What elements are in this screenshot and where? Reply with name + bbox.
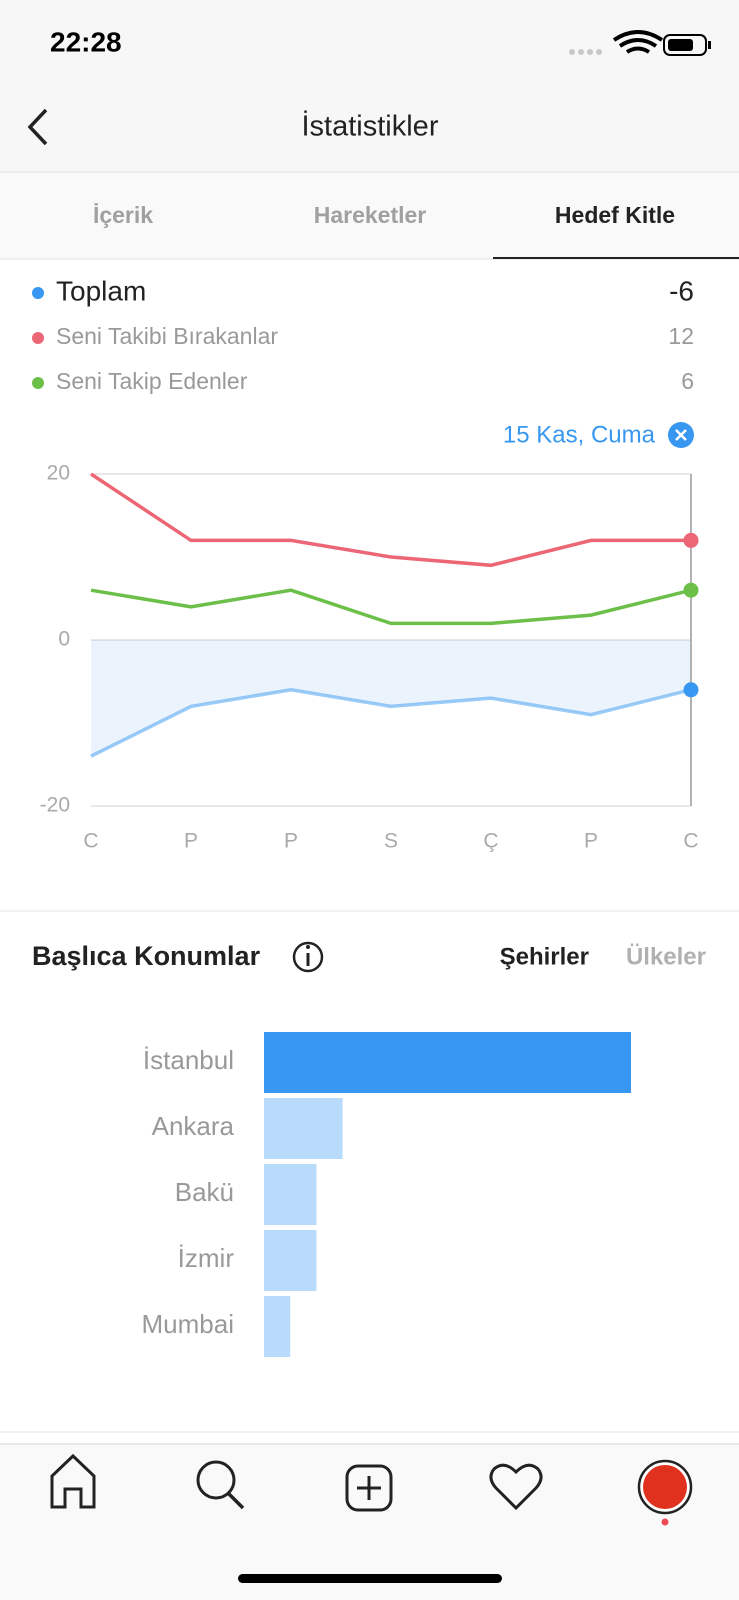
x-tick-label: P: [284, 830, 298, 853]
bar-label: İstanbul: [143, 1045, 234, 1075]
bar: [264, 1230, 317, 1291]
tab[interactable]: İçerik: [93, 202, 153, 228]
wifi-icon: [612, 30, 664, 54]
signal-icon: [569, 49, 602, 55]
legend-dot: [32, 377, 44, 389]
section-title: Başlıca Konumlar: [32, 941, 261, 971]
selected-point: [683, 582, 699, 598]
legend-dot: [32, 287, 44, 299]
back-button[interactable]: [27, 108, 48, 146]
series-line: [90, 588, 692, 626]
status-time: 22:28: [50, 26, 122, 57]
series-line: [90, 472, 691, 568]
home-indicator: [238, 1574, 502, 1583]
legend-label: Toplam: [56, 275, 146, 306]
bar-label: Mumbai: [142, 1309, 234, 1339]
battery-icon: [663, 34, 711, 56]
legend-label: Seni Takibi Bırakanlar: [56, 323, 278, 349]
legend-value: 12: [668, 323, 694, 349]
bar-label: Bakü: [175, 1177, 234, 1207]
y-tick-label: -20: [40, 794, 70, 817]
legend-value: 6: [681, 368, 694, 394]
legend-dot: [32, 332, 44, 344]
bar: [264, 1164, 317, 1225]
activity-icon[interactable]: [489, 1463, 543, 1511]
top-bar: [0, 0, 739, 172]
legend-value: -6: [669, 275, 694, 306]
clear-icon: [675, 429, 687, 441]
selected-point: [683, 682, 699, 698]
x-tick-label: C: [83, 830, 98, 853]
bar-label: İzmir: [178, 1243, 235, 1273]
tab[interactable]: Hareketler: [314, 202, 427, 228]
bar: [264, 1098, 343, 1159]
header-title: İstatistikler: [302, 110, 439, 143]
area: [91, 640, 691, 757]
y-tick-label: 20: [47, 462, 70, 485]
y-tick-label: 0: [58, 628, 70, 651]
home-icon[interactable]: [50, 1453, 96, 1509]
location-tab[interactable]: Şehirler: [500, 943, 589, 970]
legend-label: Seni Takip Edenler: [56, 368, 248, 394]
series-line: [90, 688, 692, 758]
x-tick-label: Ç: [483, 830, 498, 853]
x-tick-label: C: [683, 830, 698, 853]
x-tick-label: S: [384, 830, 398, 853]
tab-bar: [0, 173, 739, 259]
search-icon[interactable]: [196, 1460, 245, 1510]
selected-point: [683, 532, 699, 548]
profile-icon[interactable]: [637, 1459, 693, 1526]
add-icon[interactable]: [345, 1464, 393, 1512]
selected-date: 15 Kas, Cuma: [503, 421, 656, 448]
bar: [264, 1296, 291, 1357]
x-tick-label: P: [184, 830, 198, 853]
info-icon[interactable]: [292, 941, 324, 973]
location-tab[interactable]: Ülkeler: [626, 943, 706, 970]
bar: [264, 1032, 631, 1093]
bar-label: Ankara: [152, 1111, 235, 1141]
tab-active[interactable]: Hedef Kitle: [555, 202, 675, 228]
x-tick-label: P: [584, 830, 598, 853]
